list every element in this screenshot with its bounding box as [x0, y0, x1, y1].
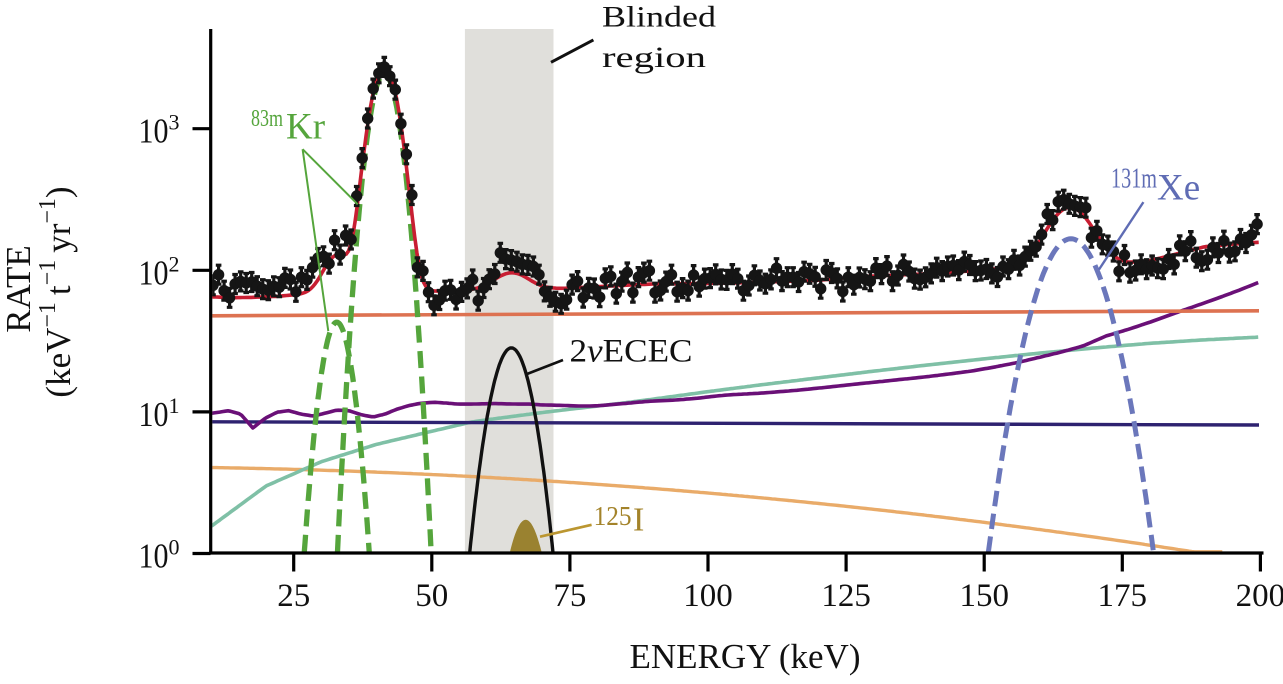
svg-text:100: 100: [683, 578, 733, 614]
svg-text:102: 102: [139, 251, 180, 292]
svg-text:Blinded: Blinded: [602, 1, 716, 34]
svg-text:ENERGY (keV): ENERGY (keV): [629, 637, 860, 676]
svg-text:125: 125: [594, 501, 632, 531]
svg-text:I: I: [633, 502, 644, 539]
svg-text:Xe: Xe: [1157, 167, 1200, 208]
svg-text:200: 200: [1236, 578, 1283, 614]
svg-text:50: 50: [415, 578, 448, 614]
svg-text:region: region: [602, 41, 706, 74]
svg-text:Kr: Kr: [286, 107, 325, 148]
svg-text:83m: 83m: [251, 106, 283, 132]
svg-text:RATE: RATE: [0, 245, 38, 333]
svg-text:2vECEC: 2vECEC: [570, 334, 693, 370]
svg-text:75: 75: [553, 578, 586, 614]
svg-text:131m: 131m: [1111, 163, 1157, 195]
svg-text:100: 100: [139, 535, 180, 576]
svg-text:103: 103: [139, 110, 180, 151]
svg-text:(keV−1 t−1 yr−1): (keV−1 t−1 yr−1): [35, 186, 78, 397]
svg-text:125: 125: [821, 578, 871, 614]
svg-text:25: 25: [277, 578, 310, 614]
svg-text:175: 175: [1098, 578, 1148, 614]
svg-text:150: 150: [959, 578, 1009, 614]
svg-text:101: 101: [139, 393, 180, 434]
